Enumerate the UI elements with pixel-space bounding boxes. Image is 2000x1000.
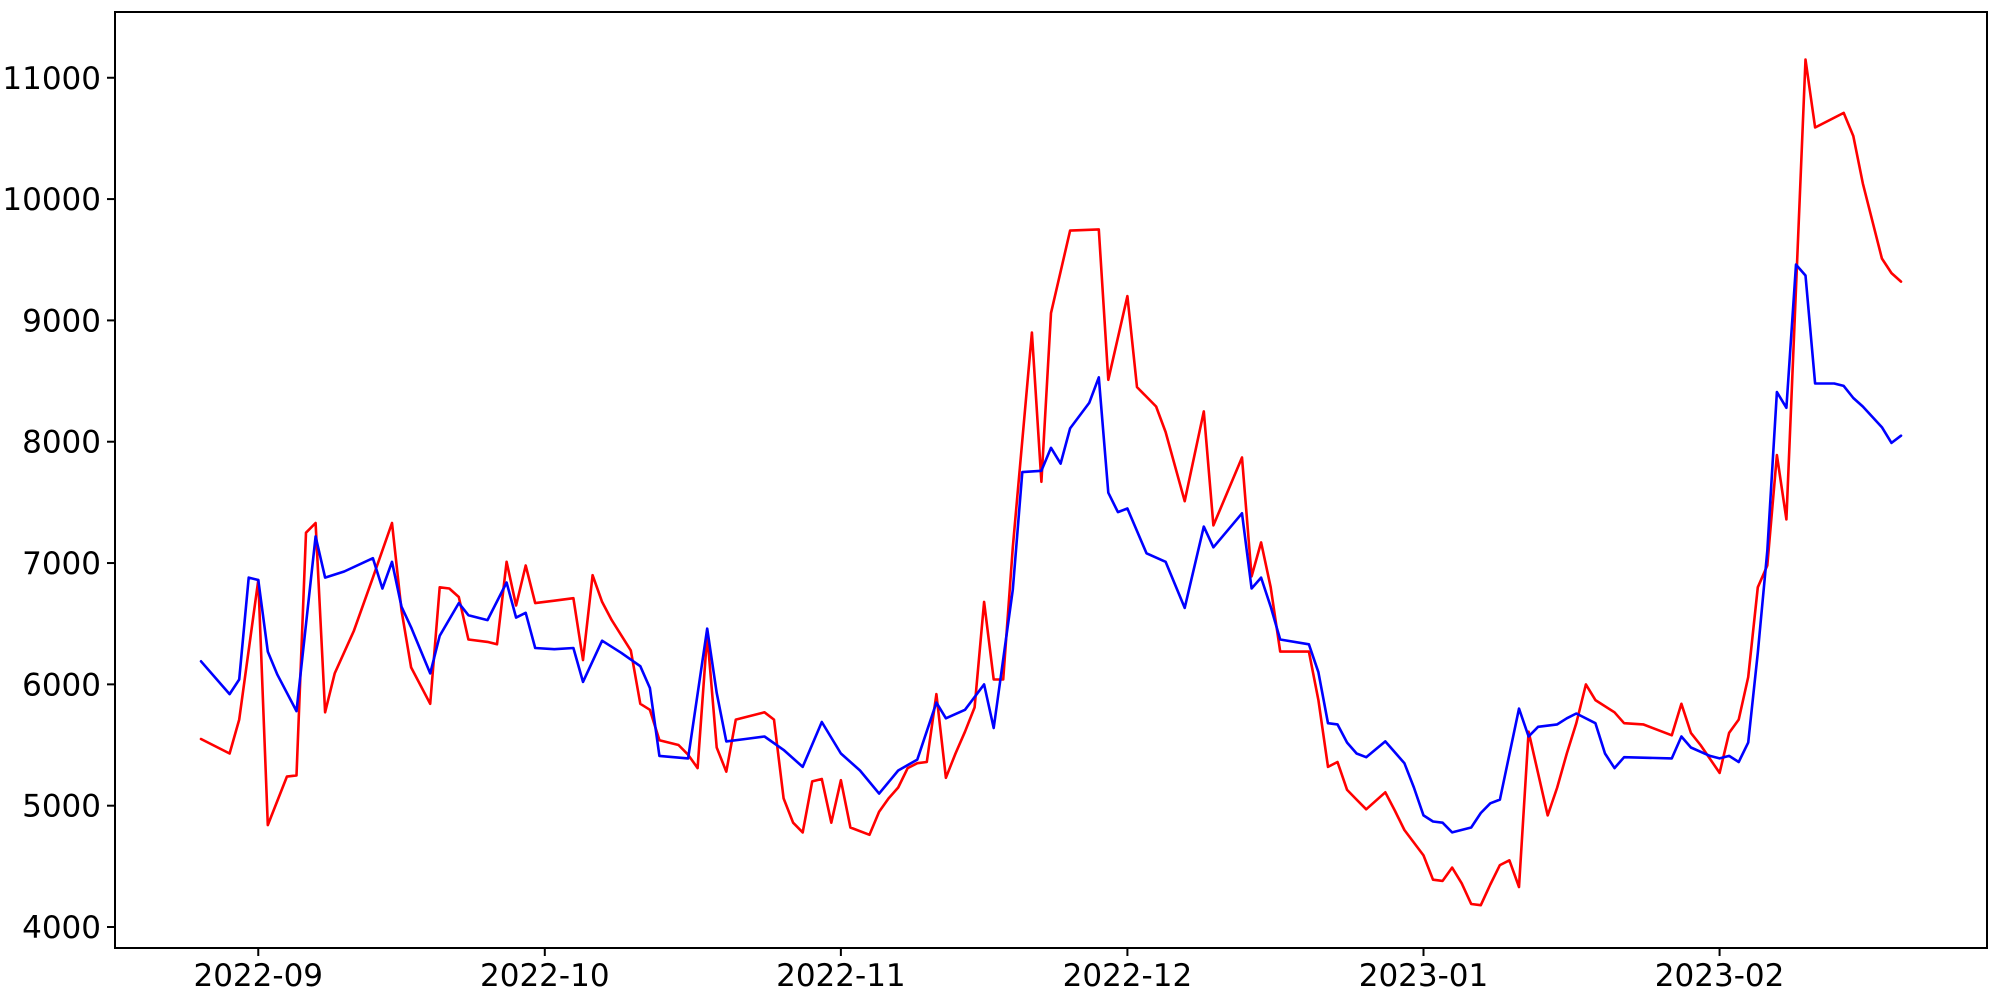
y-tick-label: 8000 xyxy=(22,425,101,461)
x-tick-label: 2022-12 xyxy=(1063,958,1193,994)
y-tick-label: 6000 xyxy=(22,667,101,703)
y-tick-label: 11000 xyxy=(2,61,101,97)
blue-series-line xyxy=(199,263,1903,834)
x-tick-label: 2023-02 xyxy=(1655,958,1785,994)
y-tick-label: 4000 xyxy=(22,910,101,946)
x-tick-label: 2023-01 xyxy=(1359,958,1489,994)
x-tick-label: 2022-11 xyxy=(776,958,906,994)
y-tick-label: 7000 xyxy=(22,546,101,582)
red-series-line xyxy=(199,58,1903,907)
plot-spines xyxy=(114,11,1988,949)
axes: 2022-09 2022-10 2022-11 2022-12 2023-01 2023-… xyxy=(2,61,1784,994)
plot-series xyxy=(199,58,1903,907)
y-tick-label: 5000 xyxy=(22,789,101,825)
y-tick-label: 9000 xyxy=(22,303,101,339)
plot-border xyxy=(114,11,1988,949)
x-tick-label: 2022-10 xyxy=(480,958,610,994)
y-tick-label: 10000 xyxy=(2,182,101,218)
x-tick-label: 2022-09 xyxy=(193,958,323,994)
